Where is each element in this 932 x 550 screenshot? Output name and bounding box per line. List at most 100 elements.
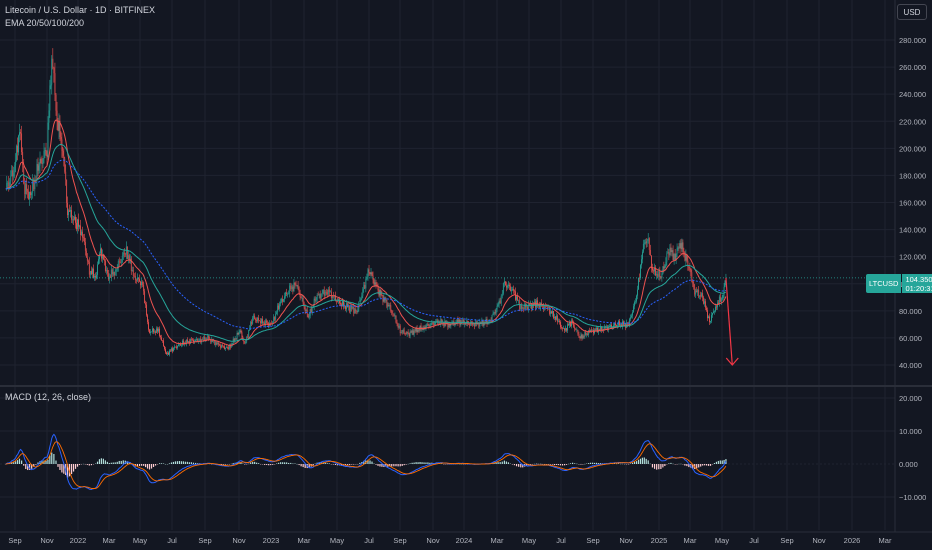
candle-body	[350, 306, 352, 312]
macd-histogram-bar	[158, 463, 161, 464]
candle-body	[577, 329, 579, 335]
candle-body	[192, 339, 193, 341]
candle-body	[64, 158, 66, 172]
projection-arrow-head	[725, 357, 739, 366]
time-axis-label: Jul	[556, 536, 566, 545]
candle-body	[720, 298, 722, 302]
candle-body	[323, 289, 325, 296]
candle-body	[500, 295, 502, 304]
macd-histogram-bar	[294, 463, 296, 464]
macd-legend[interactable]: MACD (12, 26, close)	[5, 392, 92, 402]
candle-body	[74, 216, 75, 220]
candle-body	[712, 312, 713, 316]
candle-body	[24, 183, 26, 195]
macd-histogram-bar	[555, 464, 557, 465]
candle-body	[574, 326, 576, 329]
projection-arrow-shaft	[725, 277, 733, 366]
candle-body	[218, 342, 220, 345]
candle-body	[635, 301, 636, 303]
macd-histogram-bar	[565, 464, 568, 465]
candle-body	[304, 307, 306, 312]
symbol-title[interactable]: Litecoin / U.S. Dollar · 1D · BITFINEX	[5, 5, 156, 15]
candle-body	[316, 294, 318, 300]
macd-histogram-bar	[256, 462, 258, 464]
macd-histogram-bar	[377, 464, 379, 466]
macd-histogram-bar	[170, 462, 173, 464]
candle-body	[248, 330, 250, 338]
price-axis-label: 260.000	[899, 63, 926, 72]
candle-body	[315, 299, 317, 301]
candle-body	[88, 261, 90, 275]
candle-body	[230, 344, 232, 348]
time-axis-label: Sep	[393, 536, 406, 545]
time-axis-label: Mar	[491, 536, 504, 545]
candle-body	[616, 325, 617, 327]
candle-body	[26, 184, 28, 191]
candle-body	[360, 298, 362, 301]
candle-body	[496, 306, 498, 310]
candle-body	[624, 323, 626, 325]
macd-histogram-bar	[72, 464, 75, 472]
candle-body	[547, 306, 549, 308]
candle-body	[150, 331, 151, 333]
candle-body	[503, 281, 505, 284]
macd-histogram-bar	[90, 464, 93, 466]
candle-body	[265, 320, 267, 325]
candle-body	[393, 313, 395, 317]
candle-body	[642, 243, 644, 252]
candle-body	[520, 305, 522, 309]
currency-button[interactable]: USD	[897, 4, 927, 20]
candle-body	[576, 329, 578, 331]
macd-histogram-bar	[702, 464, 704, 466]
candle-body	[7, 182, 9, 184]
candle-body	[235, 338, 237, 340]
macd-histogram-bar	[597, 463, 600, 464]
candle-body	[211, 338, 213, 343]
candle-body	[521, 305, 523, 309]
macd-histogram-bar	[721, 460, 723, 464]
candle-body	[414, 330, 416, 332]
candle-body	[418, 329, 420, 331]
candle-body	[544, 305, 546, 310]
candle-body	[481, 320, 483, 323]
candle-body	[451, 322, 453, 324]
candle-body	[346, 303, 348, 310]
candle-body	[573, 322, 575, 327]
time-axis-label: May	[715, 536, 729, 545]
candle-body	[154, 331, 155, 333]
macd-histogram-bar	[723, 459, 725, 464]
macd-histogram-bar	[174, 461, 177, 464]
candle-body	[709, 316, 710, 323]
candle-body	[382, 295, 384, 302]
candle-body	[356, 310, 358, 312]
candle-body	[409, 331, 411, 337]
time-axis-label: Mar	[103, 536, 116, 545]
indicator-legend[interactable]: EMA 20/50/100/200	[5, 18, 85, 28]
candle-body	[351, 306, 353, 309]
candle-body	[637, 289, 638, 296]
macd-histogram-bar	[719, 460, 721, 464]
macd-histogram-bar	[120, 460, 122, 464]
macd-histogram-bar	[347, 464, 349, 465]
candle-body	[354, 309, 356, 314]
candle-body	[178, 344, 180, 345]
candle-body	[464, 323, 466, 325]
candle-body	[569, 322, 570, 326]
candle-body	[213, 341, 215, 342]
candle-body	[722, 294, 724, 299]
candle-body	[706, 307, 707, 311]
candle-body	[68, 210, 70, 216]
candle-body	[468, 323, 470, 325]
candle-body	[555, 316, 556, 320]
macd-histogram-bar	[630, 463, 632, 464]
macd-histogram-bar	[172, 461, 175, 464]
candle-body	[162, 340, 163, 342]
macd-histogram-bar	[240, 462, 242, 464]
macd-histogram-bar	[717, 460, 719, 464]
macd-histogram-bar	[595, 462, 598, 464]
macd-histogram-bar	[518, 464, 520, 467]
macd-histogram-bar	[419, 461, 421, 464]
candle-body	[180, 344, 182, 346]
price-axis-label: 240.000	[899, 90, 926, 99]
